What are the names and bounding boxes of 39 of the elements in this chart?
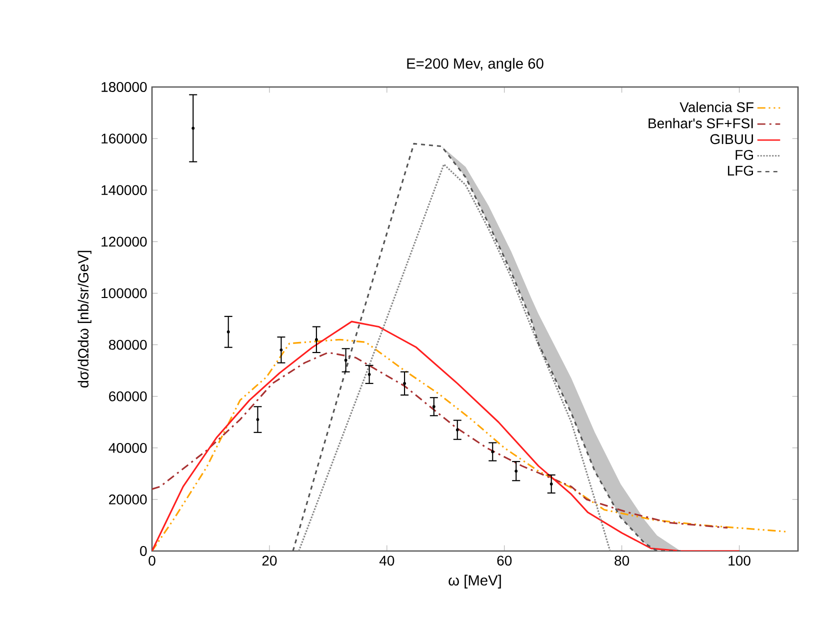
point [432, 405, 436, 408]
y-tick-label: 80000 [108, 340, 147, 350]
legend-label: Benhar's SF+FSI [648, 118, 753, 128]
x-axis-title: ω [MeV] [448, 574, 501, 588]
y-tick-label: 40000 [108, 442, 147, 453]
line-series [298, 164, 611, 551]
x-tick-label: 20 [262, 556, 277, 566]
point [314, 338, 318, 342]
point [456, 428, 459, 432]
point [491, 450, 494, 454]
point [550, 482, 553, 486]
chart-title: E=200 Mev, angle 60 [407, 58, 544, 72]
x-tick-label: 0 [148, 556, 156, 566]
legend-label: LFG [728, 166, 753, 176]
y-tick-label: 60000 [109, 391, 147, 402]
y-tick-label: 160000 [102, 134, 147, 144]
y-tick-label: 20000 [109, 494, 147, 504]
y-tick-label: 100000 [102, 288, 147, 298]
x-tick-label: 80 [614, 556, 630, 566]
point [256, 418, 260, 422]
legend-label: GIBUU [710, 134, 753, 144]
point [280, 348, 283, 352]
legend-label: Valencia SF [680, 102, 754, 112]
point [514, 470, 518, 473]
y-axis-title: dσ/dΩdω [nb/sr/GeV] [78, 250, 92, 388]
point [192, 126, 195, 130]
x-tick-label: 100 [728, 556, 750, 566]
y-tick-label: 140000 [102, 185, 147, 196]
x-tick-label: 60 [497, 556, 512, 566]
point [226, 330, 230, 334]
x-tick-label: 40 [379, 556, 394, 566]
legend-label: FG [736, 150, 753, 160]
point [368, 372, 371, 376]
point [403, 382, 406, 385]
y-tick-label: 0 [140, 546, 147, 556]
y-tick-label: 180000 [102, 82, 147, 92]
y-tick-label: 120000 [102, 236, 147, 247]
point [344, 358, 348, 362]
line-series [152, 352, 728, 529]
